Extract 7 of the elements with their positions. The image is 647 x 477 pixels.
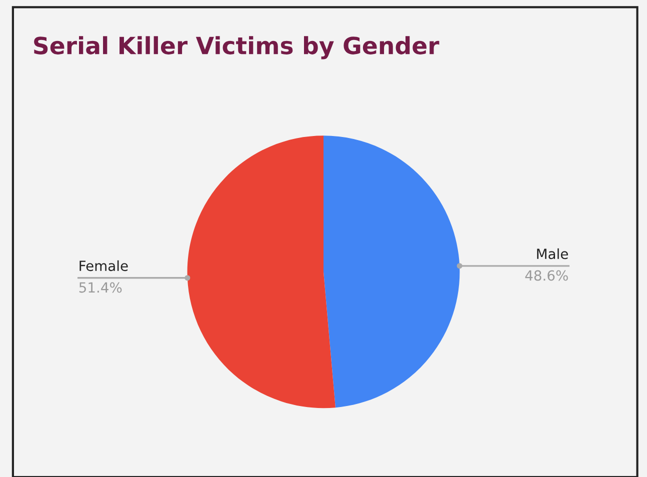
- slice-label: Female: [80, 260, 128, 272]
- data-label: 48.6%: [525, 270, 568, 281]
- chart-title: Serial Killer Victims by Gender: [34, 36, 440, 60]
- pie-slice: [187, 136, 336, 408]
- data-label: 51.4%: [79, 282, 122, 293]
- slice-label: Male: [537, 248, 568, 260]
- pie-slice: [324, 136, 460, 408]
